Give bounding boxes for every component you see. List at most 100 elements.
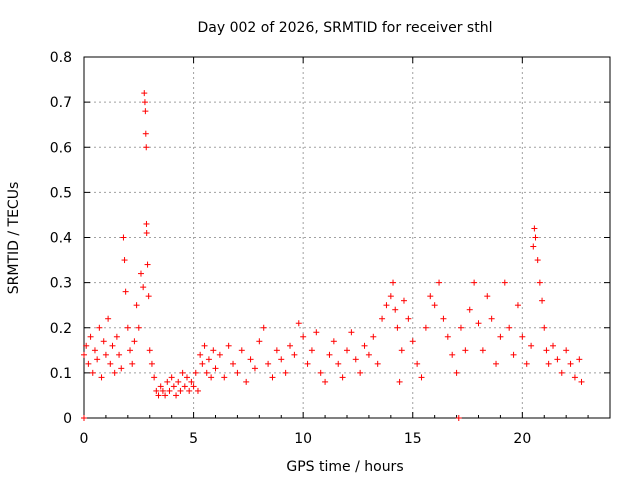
data-point: [571, 374, 578, 381]
data-point: [155, 392, 162, 399]
data-point: [140, 284, 147, 291]
data-point: [545, 360, 552, 367]
data-point: [83, 342, 90, 349]
data-point: [436, 279, 443, 286]
data-point: [107, 360, 114, 367]
data-point: [81, 351, 87, 358]
data-point: [234, 369, 241, 376]
data-point: [536, 279, 543, 286]
data-point: [225, 342, 232, 349]
data-point: [199, 360, 206, 367]
data-point: [539, 297, 546, 304]
data-point: [330, 338, 337, 345]
data-point: [394, 324, 401, 331]
data-point: [457, 324, 464, 331]
data-point: [203, 369, 210, 376]
data-point: [390, 279, 397, 286]
data-point: [282, 369, 289, 376]
data-point: [100, 338, 107, 345]
data-point: [531, 225, 538, 232]
data-point: [497, 333, 504, 340]
data-point: [94, 356, 101, 363]
data-point: [186, 387, 193, 394]
data-point: [137, 270, 144, 277]
data-point: [96, 324, 103, 331]
data-point: [173, 392, 180, 399]
data-point: [141, 99, 148, 106]
data-point: [121, 257, 128, 264]
data-point: [116, 351, 123, 358]
data-point: [143, 229, 150, 236]
data-point: [148, 360, 155, 367]
data-point: [427, 293, 434, 300]
data-point: [398, 347, 405, 354]
data-point: [558, 369, 565, 376]
data-point: [212, 365, 219, 372]
data-point: [455, 415, 462, 421]
data-point: [118, 365, 125, 372]
data-point: [238, 347, 245, 354]
data-point: [122, 288, 129, 295]
data-point: [166, 387, 173, 394]
data-point: [265, 360, 272, 367]
data-point: [143, 144, 150, 151]
data-point: [409, 338, 416, 345]
data-point: [142, 130, 149, 137]
data-point: [256, 338, 263, 345]
data-point: [243, 378, 250, 385]
data-point: [216, 351, 223, 358]
data-point: [431, 302, 438, 309]
data-point: [400, 297, 407, 304]
data-point: [543, 347, 550, 354]
data-point: [387, 293, 394, 300]
data-point: [105, 315, 112, 322]
data-point: [151, 374, 158, 381]
data-point: [247, 356, 254, 363]
data-point: [91, 347, 98, 354]
data-point: [361, 342, 368, 349]
y-tick-label: 0.7: [50, 95, 72, 111]
data-point: [550, 342, 557, 349]
data-point: [162, 392, 169, 399]
data-point: [124, 324, 131, 331]
data-point: [418, 374, 425, 381]
data-point: [534, 257, 541, 264]
data-point: [501, 279, 508, 286]
data-point: [188, 378, 195, 385]
data-point: [352, 356, 359, 363]
chart-title: Day 002 of 2026, SRMTID for receiver sth…: [198, 20, 493, 36]
data-point: [109, 342, 116, 349]
y-axis-label: SRMTID / TECUs: [6, 182, 22, 295]
data-point: [514, 302, 521, 309]
data-point: [87, 333, 94, 340]
data-point: [300, 333, 307, 340]
data-point: [133, 302, 140, 309]
data-point: [85, 360, 92, 367]
data-point: [519, 333, 526, 340]
data-point: [335, 360, 342, 367]
y-tick-label: 0.5: [50, 185, 72, 201]
data-point: [205, 356, 212, 363]
data-point: [113, 333, 120, 340]
data-point: [567, 360, 574, 367]
data-point: [523, 360, 530, 367]
data-point: [159, 387, 166, 394]
data-point: [287, 342, 294, 349]
data-point: [554, 356, 561, 363]
data-point: [127, 347, 134, 354]
data-point: [530, 243, 537, 250]
data-point: [111, 369, 118, 376]
y-tick-label: 0.6: [50, 140, 72, 156]
x-tick-label: 5: [189, 431, 198, 447]
data-point: [164, 378, 171, 385]
grid-lines: [84, 57, 610, 418]
data-point: [190, 383, 197, 390]
data-point: [532, 234, 539, 241]
data-point: [370, 333, 377, 340]
y-tick-label: 0.1: [50, 366, 72, 382]
data-point: [273, 347, 280, 354]
x-tick-label: 0: [80, 431, 89, 447]
data-point: [129, 360, 136, 367]
data-point: [528, 342, 535, 349]
data-point: [295, 320, 302, 327]
